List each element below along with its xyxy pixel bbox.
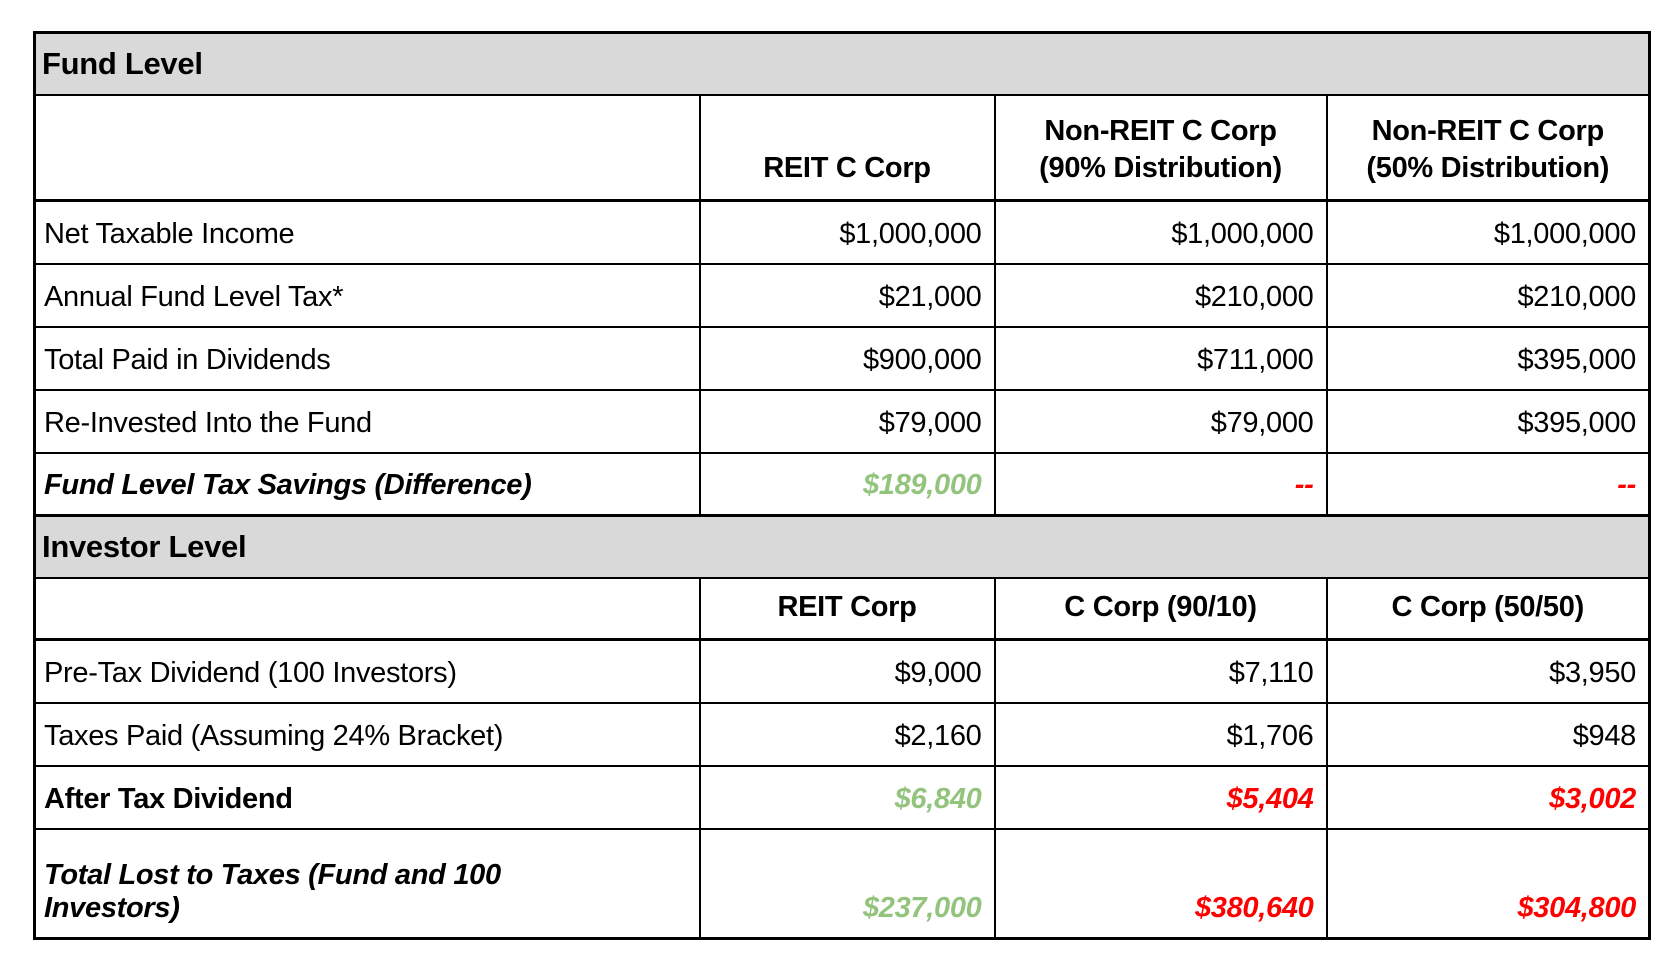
column-header-c-corp-50-50: C Corp (50/50) <box>1325 576 1651 641</box>
cell-value-negative: $5,404 <box>993 764 1328 830</box>
empty-header-cell <box>33 93 701 202</box>
cell-value: $7,110 <box>993 638 1328 704</box>
empty-header-cell <box>33 576 701 641</box>
cell-value: $948 <box>1325 701 1651 767</box>
cell-value: $79,000 <box>993 388 1328 454</box>
cell-value-positive: $237,000 <box>698 827 996 940</box>
cell-value: $1,000,000 <box>993 199 1328 265</box>
cell-value: $900,000 <box>698 325 996 391</box>
column-header-non-reit-90: Non-REIT C Corp (90% Distribution) <box>993 93 1328 202</box>
row-label-text: Total Lost to Taxes (Fund and 100 Invest… <box>44 859 501 924</box>
table-row-pre-tax-dividend: Pre-Tax Dividend (100 Investors) $9,000 … <box>33 638 1651 704</box>
fund-level-section-title: Fund Level <box>33 31 1651 96</box>
header-line: REIT Corp <box>777 590 917 623</box>
cell-value: $79,000 <box>698 388 996 454</box>
row-label: Annual Fund Level Tax* <box>33 262 701 328</box>
header-line: (90% Distribution) <box>1039 151 1282 184</box>
column-header-non-reit-50: Non-REIT C Corp (50% Distribution) <box>1325 93 1651 202</box>
cell-value-negative: -- <box>993 451 1328 517</box>
investor-level-section-title: Investor Level <box>33 514 1651 579</box>
investor-level-section-row: Investor Level <box>33 514 1651 579</box>
header-line: (50% Distribution) <box>1366 151 1610 184</box>
cell-value-positive: $6,840 <box>698 764 996 830</box>
header-line: Non-REIT C Corp <box>1044 114 1277 147</box>
cell-value: $1,706 <box>993 701 1328 767</box>
row-label: Fund Level Tax Savings (Difference) <box>33 451 701 517</box>
cell-value: $1,000,000 <box>1325 199 1651 265</box>
cell-value-negative: $304,800 <box>1325 827 1651 940</box>
row-label: Total Lost to Taxes (Fund and 100 Invest… <box>33 827 701 940</box>
tax-comparison-table: Fund Level REIT C Corp Non-REIT C Corp (… <box>33 31 1652 940</box>
cell-value: $210,000 <box>993 262 1328 328</box>
row-label: Re-Invested Into the Fund <box>33 388 701 454</box>
header-line: REIT C Corp <box>763 151 931 184</box>
column-header-reit-corp: REIT Corp <box>698 576 996 641</box>
table-row-total-paid-in-dividends: Total Paid in Dividends $900,000 $711,00… <box>33 325 1651 391</box>
cell-value: $1,000,000 <box>698 199 996 265</box>
cell-value-negative: $380,640 <box>993 827 1328 940</box>
row-label: Pre-Tax Dividend (100 Investors) <box>33 638 701 704</box>
cell-value: $21,000 <box>698 262 996 328</box>
cell-value-negative: -- <box>1325 451 1651 517</box>
cell-value: $2,160 <box>698 701 996 767</box>
column-header-reit-c-corp: REIT C Corp <box>698 93 996 202</box>
row-label: After Tax Dividend <box>33 764 701 830</box>
cell-value: $210,000 <box>1325 262 1651 328</box>
cell-value: $395,000 <box>1325 388 1651 454</box>
table-row-after-tax-dividend: After Tax Dividend $6,840 $5,404 $3,002 <box>33 764 1651 830</box>
table-row-net-taxable-income: Net Taxable Income $1,000,000 $1,000,000… <box>33 199 1651 265</box>
cell-value: $9,000 <box>698 638 996 704</box>
header-line: C Corp (90/10) <box>1064 590 1257 623</box>
row-label: Taxes Paid (Assuming 24% Bracket) <box>33 701 701 767</box>
cell-value-negative: $3,002 <box>1325 764 1651 830</box>
fund-level-section-row: Fund Level <box>33 31 1651 96</box>
table-row-taxes-paid: Taxes Paid (Assuming 24% Bracket) $2,160… <box>33 701 1651 767</box>
cell-value-positive: $189,000 <box>698 451 996 517</box>
table-row-reinvested-into-fund: Re-Invested Into the Fund $79,000 $79,00… <box>33 388 1651 454</box>
header-line: C Corp (50/50) <box>1391 590 1585 623</box>
row-label: Total Paid in Dividends <box>33 325 701 391</box>
fund-level-header-row: REIT C Corp Non-REIT C Corp (90% Distrib… <box>33 93 1651 202</box>
investor-level-header-row: REIT Corp C Corp (90/10) C Corp (50/50) <box>33 576 1651 641</box>
table-row-fund-level-tax-savings: Fund Level Tax Savings (Difference) $189… <box>33 451 1651 517</box>
table-row-total-lost-to-taxes: Total Lost to Taxes (Fund and 100 Invest… <box>33 827 1651 940</box>
header-line: Non-REIT C Corp <box>1371 114 1605 147</box>
table-row-annual-fund-level-tax: Annual Fund Level Tax* $21,000 $210,000 … <box>33 262 1651 328</box>
row-label: Net Taxable Income <box>33 199 701 265</box>
column-header-c-corp-90-10: C Corp (90/10) <box>993 576 1328 641</box>
cell-value: $711,000 <box>993 325 1328 391</box>
cell-value: $3,950 <box>1325 638 1651 704</box>
cell-value: $395,000 <box>1325 325 1651 391</box>
